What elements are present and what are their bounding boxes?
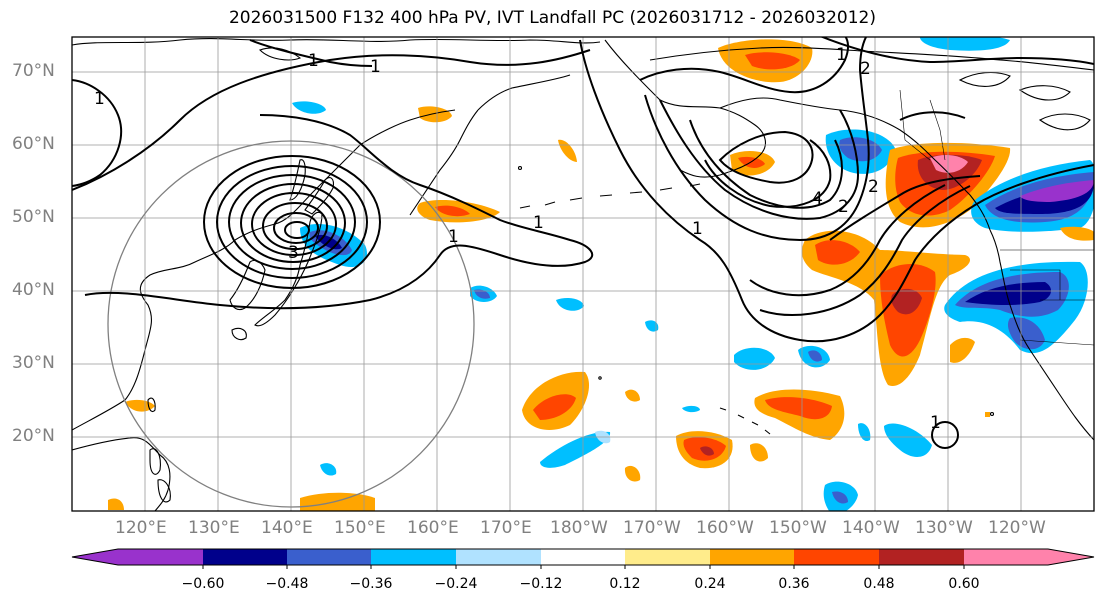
lon-label-120w: 120°W: [988, 518, 1046, 538]
colorbar-tick-label: −0.12: [519, 576, 563, 592]
contour-label: 2: [838, 197, 849, 217]
lat-label-70n: 70°N: [12, 61, 55, 81]
gridlines: [72, 37, 1094, 511]
contour-label: 1: [836, 45, 847, 65]
colorbar-tick-label: 0.48: [863, 576, 895, 592]
lon-label-120e: 120°E: [115, 518, 167, 538]
contour-label: 4: [812, 189, 823, 209]
map-title: 2026031500 F132 400 hPa PV, IVT Landfall…: [228, 8, 876, 28]
colorbar: [71, 548, 1095, 569]
contour-labels: 1 1 1 1 1 1 1 2 2 2 3 4 1: [94, 45, 941, 433]
colorbar-tick-label: −0.36: [349, 576, 393, 592]
contour-label: 1: [930, 413, 941, 433]
contour-label: 1: [692, 219, 703, 239]
lon-label-130e: 130°E: [188, 518, 240, 538]
colorbar-tick-label: 0.24: [694, 576, 726, 592]
contour-label: 1: [448, 227, 459, 247]
contour-label: 1: [533, 213, 544, 233]
lon-label-140w: 140°W: [842, 518, 900, 538]
contour-label: 2: [868, 177, 879, 197]
contour-label: 3: [288, 243, 299, 263]
colorbar-tick-label: −0.24: [434, 576, 478, 592]
contour-label: 2: [860, 59, 871, 79]
colorbar-tick-label: −0.48: [265, 576, 309, 592]
lon-label-140e: 140°E: [261, 518, 313, 538]
lat-label-50n: 50°N: [12, 207, 55, 227]
colorbar-tick-label: −0.60: [181, 576, 225, 592]
lat-label-20n: 20°N: [12, 426, 55, 446]
contour-label: 1: [94, 89, 105, 109]
borders: [899, 89, 1094, 346]
lon-label-150w: 150°W: [769, 518, 827, 538]
lon-label-170w: 170°W: [623, 518, 681, 538]
lon-label-150e: 150°E: [334, 518, 386, 538]
radius-circle: [107, 140, 475, 508]
lon-label-160e: 160°E: [407, 518, 459, 538]
colorbar-tick-label: 0.36: [778, 576, 810, 592]
lon-label-180w: 180°W: [550, 518, 608, 538]
colorbar-tick-label: 0.60: [948, 576, 980, 592]
colorbar-tick-label: 0.12: [609, 576, 641, 592]
pv-contours: [72, 37, 1094, 449]
contour-label: 1: [370, 57, 381, 77]
lon-label-160w: 160°W: [696, 518, 754, 538]
lat-label-60n: 60°N: [12, 134, 55, 154]
pv-anomaly-shading: [108, 37, 1094, 511]
lon-label-170e: 170°E: [480, 518, 532, 538]
contour-label: 1: [308, 51, 319, 71]
lat-label-40n: 40°N: [12, 280, 55, 300]
map-frame: [71, 36, 1095, 512]
lat-label-30n: 30°N: [12, 353, 55, 373]
lon-label-130w: 130°W: [915, 518, 973, 538]
